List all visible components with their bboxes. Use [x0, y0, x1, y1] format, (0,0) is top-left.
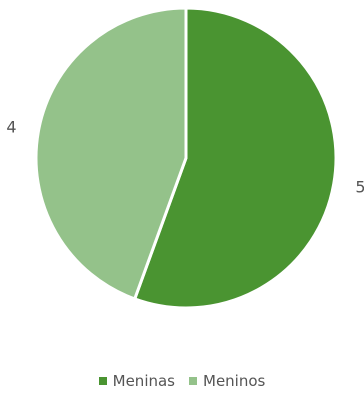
- legend-item-meninas: Meninas: [98, 372, 175, 390]
- pie-slices: [34, 6, 338, 310]
- legend-label-meninos: Meninos: [203, 372, 266, 390]
- data-label-meninas: 5: [355, 177, 364, 196]
- pie-data-labels: 54: [6, 118, 364, 197]
- legend: Meninas Meninos: [0, 372, 364, 390]
- pie-slice-meninas: [133, 6, 338, 310]
- legend-item-meninos: Meninos: [189, 372, 265, 390]
- pie-slice-meninos: [34, 6, 188, 301]
- legend-swatch-meninos: [189, 377, 197, 385]
- legend-label-meninas: Meninas: [112, 372, 175, 390]
- data-label-meninos: 4: [6, 118, 16, 137]
- legend-swatch-meninas: [98, 377, 107, 385]
